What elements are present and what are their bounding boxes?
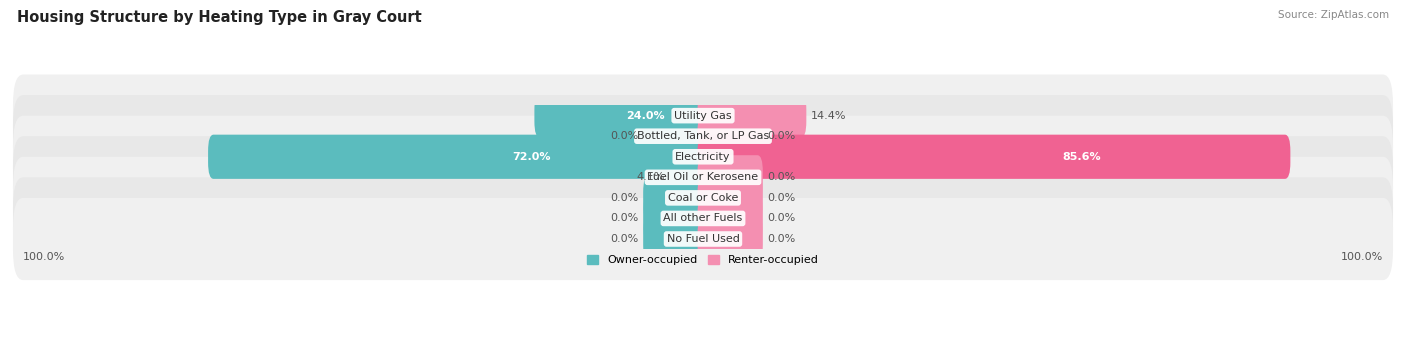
- Text: 14.4%: 14.4%: [811, 110, 846, 121]
- Text: 0.0%: 0.0%: [768, 234, 796, 244]
- Text: 0.0%: 0.0%: [768, 193, 796, 203]
- FancyBboxPatch shape: [13, 157, 1393, 239]
- FancyBboxPatch shape: [697, 155, 763, 199]
- FancyBboxPatch shape: [697, 114, 763, 158]
- Text: 0.0%: 0.0%: [610, 131, 638, 141]
- Text: Source: ZipAtlas.com: Source: ZipAtlas.com: [1278, 10, 1389, 20]
- Legend: Owner-occupied, Renter-occupied: Owner-occupied, Renter-occupied: [582, 251, 824, 270]
- Text: 85.6%: 85.6%: [1062, 152, 1101, 162]
- Text: Coal or Coke: Coal or Coke: [668, 193, 738, 203]
- Text: 0.0%: 0.0%: [768, 172, 796, 182]
- Text: 72.0%: 72.0%: [512, 152, 551, 162]
- FancyBboxPatch shape: [13, 116, 1393, 198]
- Text: Fuel Oil or Kerosene: Fuel Oil or Kerosene: [647, 172, 759, 182]
- Text: 24.0%: 24.0%: [627, 110, 665, 121]
- Text: 100.0%: 100.0%: [22, 252, 66, 262]
- Text: Bottled, Tank, or LP Gas: Bottled, Tank, or LP Gas: [637, 131, 769, 141]
- FancyBboxPatch shape: [13, 136, 1393, 219]
- FancyBboxPatch shape: [13, 95, 1393, 177]
- Text: Utility Gas: Utility Gas: [675, 110, 731, 121]
- FancyBboxPatch shape: [697, 196, 763, 240]
- Text: No Fuel Used: No Fuel Used: [666, 234, 740, 244]
- Text: Electricity: Electricity: [675, 152, 731, 162]
- Text: 0.0%: 0.0%: [610, 213, 638, 223]
- FancyBboxPatch shape: [697, 176, 763, 220]
- FancyBboxPatch shape: [643, 217, 709, 261]
- FancyBboxPatch shape: [697, 93, 806, 138]
- FancyBboxPatch shape: [697, 217, 763, 261]
- FancyBboxPatch shape: [669, 155, 709, 199]
- FancyBboxPatch shape: [643, 114, 709, 158]
- FancyBboxPatch shape: [208, 135, 709, 179]
- Text: 100.0%: 100.0%: [1340, 252, 1384, 262]
- Text: 0.0%: 0.0%: [610, 234, 638, 244]
- FancyBboxPatch shape: [13, 198, 1393, 280]
- FancyBboxPatch shape: [697, 135, 1291, 179]
- Text: 4.1%: 4.1%: [637, 172, 665, 182]
- FancyBboxPatch shape: [534, 93, 709, 138]
- Text: 0.0%: 0.0%: [610, 193, 638, 203]
- FancyBboxPatch shape: [643, 176, 709, 220]
- Text: 0.0%: 0.0%: [768, 213, 796, 223]
- FancyBboxPatch shape: [643, 196, 709, 240]
- FancyBboxPatch shape: [13, 75, 1393, 157]
- FancyBboxPatch shape: [13, 177, 1393, 260]
- Text: 0.0%: 0.0%: [768, 131, 796, 141]
- Text: Housing Structure by Heating Type in Gray Court: Housing Structure by Heating Type in Gra…: [17, 10, 422, 25]
- Text: All other Fuels: All other Fuels: [664, 213, 742, 223]
